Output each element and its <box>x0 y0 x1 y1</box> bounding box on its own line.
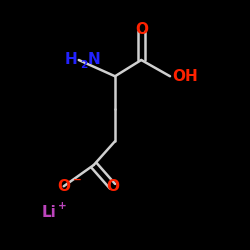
Text: N: N <box>88 52 100 68</box>
Text: O: O <box>57 179 70 194</box>
Text: 2: 2 <box>80 60 87 70</box>
Text: +: + <box>58 201 67 211</box>
Text: −: − <box>73 175 82 185</box>
Text: Li: Li <box>42 205 56 220</box>
Text: O: O <box>135 22 148 38</box>
Text: H: H <box>65 52 78 68</box>
Text: OH: OH <box>172 69 198 84</box>
Text: O: O <box>106 179 119 194</box>
